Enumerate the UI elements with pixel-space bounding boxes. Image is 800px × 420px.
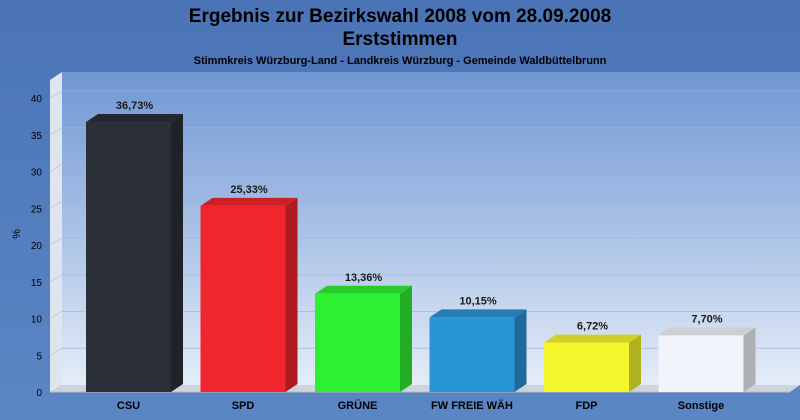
gridline-side [49, 200, 63, 209]
x-tick-label: Sonstige [678, 400, 724, 412]
data-label: 36,73% [116, 100, 154, 112]
bar-top [86, 114, 183, 123]
gridline-side [49, 127, 63, 136]
gridline-side [49, 311, 63, 319]
data-label: 6,72% [577, 321, 608, 333]
bar-side [743, 327, 756, 392]
gridline-side [49, 90, 63, 99]
gridline-side [49, 274, 63, 283]
bar-top [200, 197, 298, 206]
y-tick-label: 0 [36, 388, 42, 399]
bar-spd: 25,33% [200, 184, 298, 392]
bar-csu: 36,73% [86, 100, 183, 393]
bar-gr-ne: 13,36% [315, 272, 412, 392]
gridline-side [49, 347, 63, 356]
data-label: 10,15% [459, 295, 497, 307]
bar-sonstige: 7,70% [658, 313, 756, 392]
y-tick-label: 15 [31, 278, 43, 289]
data-label: 13,36% [345, 272, 383, 284]
bar-front [544, 342, 629, 392]
x-tick-label: SPD [232, 400, 255, 412]
y-tick-label: 5 [36, 351, 42, 362]
bar-top [544, 334, 641, 343]
x-tick-label: FW FREIE WÄH [431, 399, 513, 412]
chart-title: Ergebnis zur Bezirkswahl 2008 vom 28.09.… [189, 6, 611, 27]
y-tick-label: 30 [31, 168, 43, 179]
gridline-side [49, 164, 63, 172]
bar-fdp: 6,72% [544, 321, 641, 392]
category-labels: CSU SPD GRÜNE FW FREIE WÄH FDP Sonstige [117, 399, 724, 412]
bar-side [285, 197, 298, 392]
y-axis-label: % [11, 229, 23, 239]
bar-side [629, 334, 641, 392]
data-label: 25,33% [230, 184, 268, 196]
y-tick-label: 10 [31, 315, 43, 326]
x-tick-label: GRÜNE [338, 399, 378, 412]
y-tick-label: 25 [31, 204, 43, 215]
bar-top [658, 327, 756, 336]
bar-side [171, 114, 183, 393]
gridline-side [49, 237, 63, 246]
bar-front [86, 122, 171, 393]
bar-side [514, 309, 527, 392]
bar-front [429, 317, 515, 392]
x-tick-label: FDP [576, 400, 598, 412]
bar-top [315, 285, 412, 294]
bar-top [429, 309, 527, 318]
y-tick-label: 40 [31, 94, 43, 105]
chart-title-secondary: Erststimmen [342, 29, 457, 50]
bar-side [400, 285, 412, 392]
plot-side-wall [50, 72, 62, 392]
y-tick-label: 20 [31, 241, 43, 252]
data-label: 7,70% [691, 313, 722, 325]
gridlines [49, 90, 800, 356]
bar-front [658, 335, 744, 392]
y-axis-ticks: 0 5 10 15 20 25 30 35 40 [31, 94, 43, 399]
chart-subtitle: Stimmkreis Würzburg-Land - Landkreis Wür… [194, 55, 607, 67]
bar-front [200, 205, 286, 392]
x-tick-label: CSU [117, 400, 140, 412]
bar-fw-freie-w-h: 10,15% [429, 295, 527, 392]
y-tick-label: 35 [31, 131, 43, 142]
bars: 36,73% 25,33% 13,36% 10,15% 6,72% 7,70% [86, 100, 756, 393]
bar-front [315, 293, 400, 392]
